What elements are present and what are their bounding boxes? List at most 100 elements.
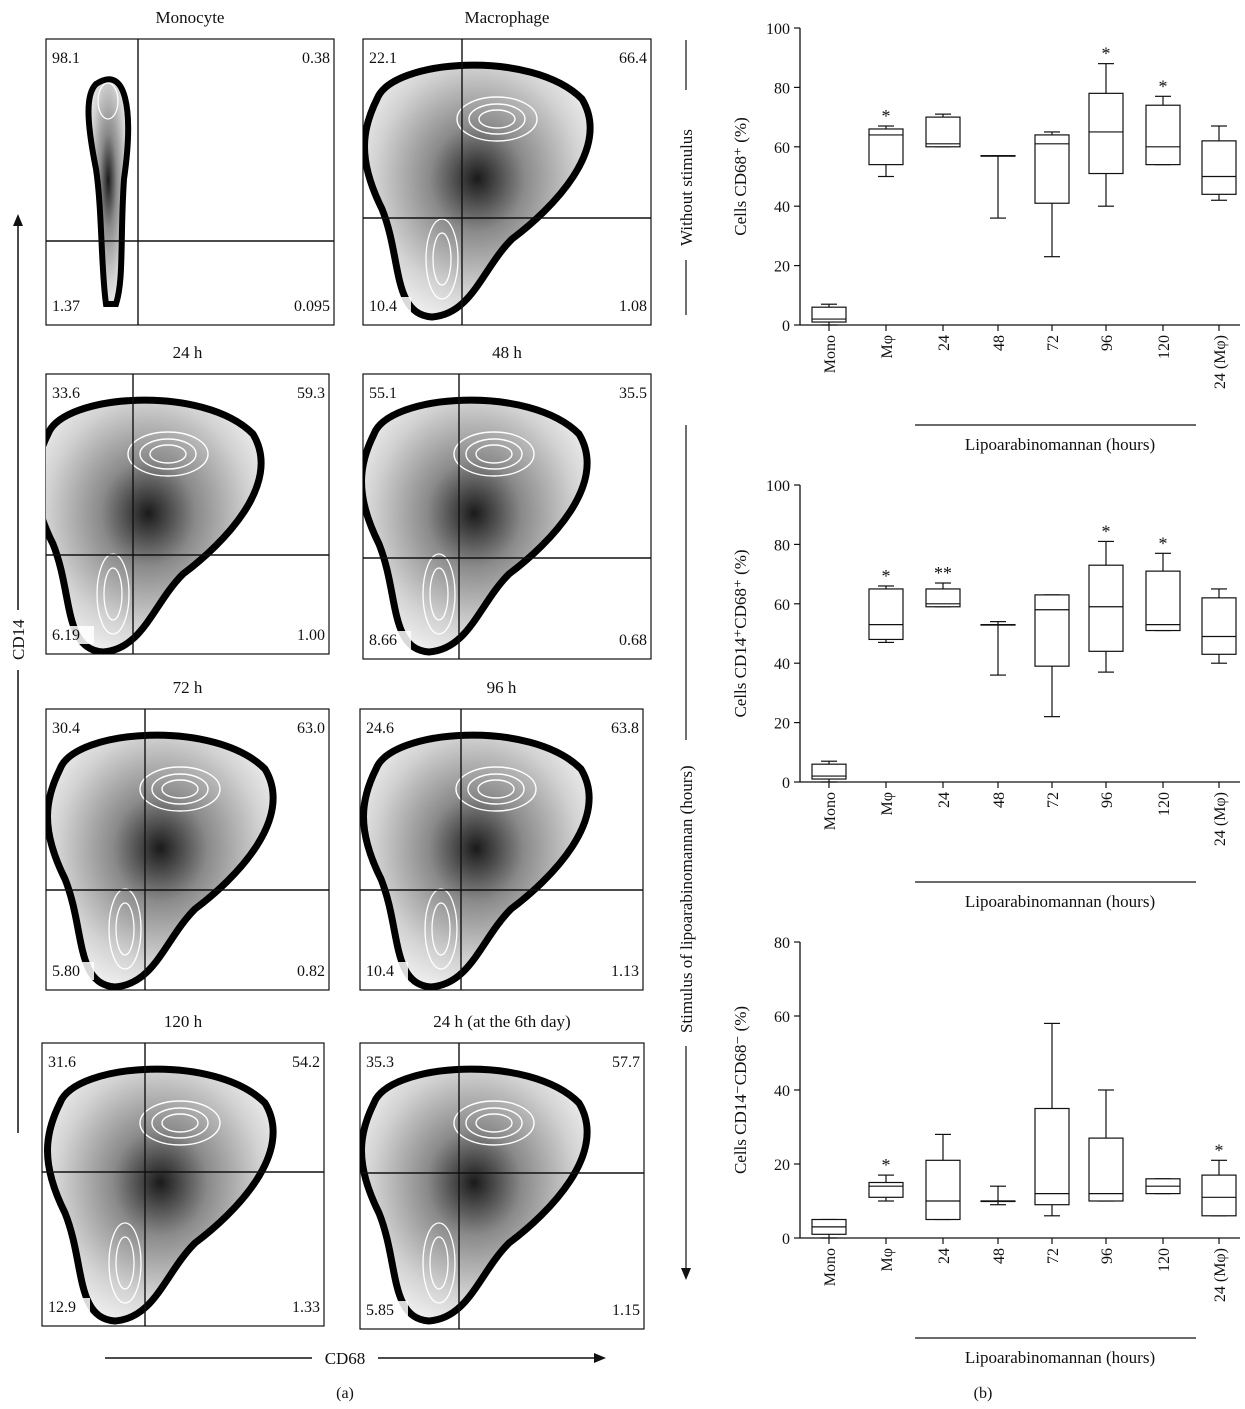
box-iqr: [1201, 1174, 1237, 1217]
y-tick-label: 80: [774, 537, 790, 554]
box-iqr: [1201, 597, 1237, 655]
flow-panel-frame: [45, 38, 335, 326]
y-axis-label: Cells CD14⁺CD68⁺ (%): [731, 549, 750, 717]
significance-marker: *: [1102, 44, 1111, 64]
significance-marker: *: [1159, 76, 1168, 96]
y-axis-label: Cells CD14⁻CD68⁻ (%): [731, 1006, 750, 1174]
quadrant-upper-right: 0.38: [302, 50, 330, 67]
y-tick-label: 100: [766, 21, 790, 38]
quadrant-upper-left: 31.6: [48, 1054, 76, 1071]
x-tick-label: 72: [1045, 1248, 1062, 1264]
svg-text:Stimulus of lipoarabinomannan: Stimulus of lipoarabinomannan (hours): [677, 765, 696, 1033]
flow-panel: 72 h 30.4 63.0 5.80 0.82: [45, 678, 330, 991]
box-plot: *: [1145, 533, 1181, 632]
density-contour: [44, 1065, 277, 1325]
box-plot: **: [925, 563, 961, 608]
x-tick-label: 24 (Mφ): [1212, 1248, 1229, 1302]
quadrant-upper-left: 98.1: [52, 50, 80, 67]
flow-panel: 48 h 55.1 35.5 8.66 0.68: [362, 343, 652, 660]
density-contour: [46, 396, 265, 654]
quadrant-lower-left: 6.19: [52, 627, 80, 644]
quadrant-upper-left: 33.6: [52, 385, 80, 402]
box-iqr: [1145, 104, 1181, 166]
box-iqr: [1034, 1107, 1070, 1206]
box-iqr: [811, 763, 847, 780]
box-plot: [811, 1218, 847, 1239]
y-tick-label: 40: [774, 199, 790, 216]
flow-panel: 24 h (at the 6th day) 35.3 57.7 5.85 1.15: [359, 1012, 645, 1330]
x-tick-label: 24: [936, 792, 953, 808]
x-tick-label: Mφ: [879, 1248, 896, 1271]
flow-panel-title: 96 h: [487, 678, 517, 697]
box-plot: *: [1088, 44, 1124, 207]
x-tick-label: 48: [991, 335, 1008, 351]
quadrant-lower-right: 0.095: [294, 298, 330, 315]
quadrant-lower-right: 0.68: [619, 632, 647, 649]
density-contour: [46, 731, 277, 990]
box-chart: 0 20 40 60 80 Cells CD14⁻CD68⁻ (%) Mono Mφ 24 48 7…: [731, 935, 1240, 1367]
y-tick-label: 0: [782, 775, 790, 792]
box-iqr: [1201, 140, 1237, 195]
flow-cytometry-panels: Monocyte 98.1 0.38 1.37 0.095 Macrophage 22.1 6…: [41, 8, 652, 1330]
box-plot: [1088, 1089, 1124, 1202]
box-plot: [925, 113, 961, 148]
quadrant-lower-left: 10.4: [369, 298, 397, 315]
flow-panel: Monocyte 98.1 0.38 1.37 0.095: [45, 8, 335, 326]
box-iqr: [925, 588, 961, 608]
flow-panel-title: 24 h: [173, 343, 203, 362]
flow-panel-title: 24 h (at the 6th day): [433, 1012, 570, 1031]
quadrant-upper-right: 54.2: [292, 1054, 320, 1071]
quadrant-upper-left: 24.6: [366, 720, 394, 737]
quadrant-upper-right: 59.3: [297, 385, 325, 402]
box-iqr: [868, 588, 904, 641]
flow-panel-title: 48 h: [492, 343, 522, 362]
y-tick-label: 0: [782, 318, 790, 335]
cd14-label: CD14: [9, 619, 28, 660]
box-iqr: [1088, 1137, 1124, 1202]
box-chart: 0 20 40 60 80 100 Cells CD68⁺ (%) Mono Mφ 24 48 72 9…: [731, 21, 1240, 454]
box-charts: 0 20 40 60 80 100 Cells CD68⁺ (%) Mono Mφ 24 48 72 9…: [731, 21, 1240, 1367]
box-plot: [1145, 1178, 1181, 1195]
quadrant-upper-right: 66.4: [619, 50, 647, 67]
x-axis-label: Lipoarabinomannan (hours): [965, 892, 1155, 911]
box-iqr: [925, 1159, 961, 1221]
quadrant-upper-left: 22.1: [369, 50, 397, 67]
density-contour: [363, 61, 594, 321]
y-tick-label: 80: [774, 80, 790, 97]
quadrant-upper-right: 63.8: [611, 720, 639, 737]
density-contour: [360, 1065, 591, 1325]
x-tick-label: 120: [1156, 1248, 1173, 1272]
box-iqr: [1088, 92, 1124, 175]
significance-marker: *: [1215, 1140, 1224, 1160]
quadrant-lower-right: 1.00: [297, 627, 325, 644]
flow-panel-title: 72 h: [173, 678, 203, 697]
quadrant-upper-right: 57.7: [612, 1054, 640, 1071]
box-plot: *: [1145, 76, 1181, 166]
significance-marker: *: [882, 1155, 891, 1175]
flow-panel: 120 h 31.6 54.2 12.9 1.33: [41, 1012, 325, 1327]
box-iqr: [1034, 134, 1070, 204]
x-tick-label: 120: [1156, 335, 1173, 359]
quadrant-lower-right: 1.08: [619, 298, 647, 315]
density-contour: [360, 731, 593, 990]
box-plot: [1034, 131, 1070, 258]
x-tick-label: Mono: [822, 335, 839, 373]
side-label-without-stimulus: Without stimulus: [674, 40, 698, 315]
x-tick-label: Mono: [822, 1248, 839, 1286]
box-plot: [1201, 588, 1237, 664]
quadrant-lower-right: 1.33: [292, 1299, 320, 1316]
significance-marker: *: [1102, 521, 1111, 541]
box-plot: [1034, 1022, 1070, 1217]
quadrant-lower-left: 10.4: [366, 963, 394, 980]
cd14-axis: CD14: [8, 214, 30, 1133]
box-plot: [980, 621, 1016, 676]
y-tick-label: 80: [774, 935, 790, 952]
side-label-stimulus: Stimulus of lipoarabinomannan (hours): [674, 425, 698, 1280]
box-iqr: [1088, 564, 1124, 652]
svg-text:Without stimulus: Without stimulus: [677, 129, 696, 246]
box-plot: [1201, 125, 1237, 201]
box-plot: *: [1201, 1140, 1237, 1217]
box-plot: [811, 303, 847, 326]
quadrant-upper-left: 30.4: [52, 720, 80, 737]
